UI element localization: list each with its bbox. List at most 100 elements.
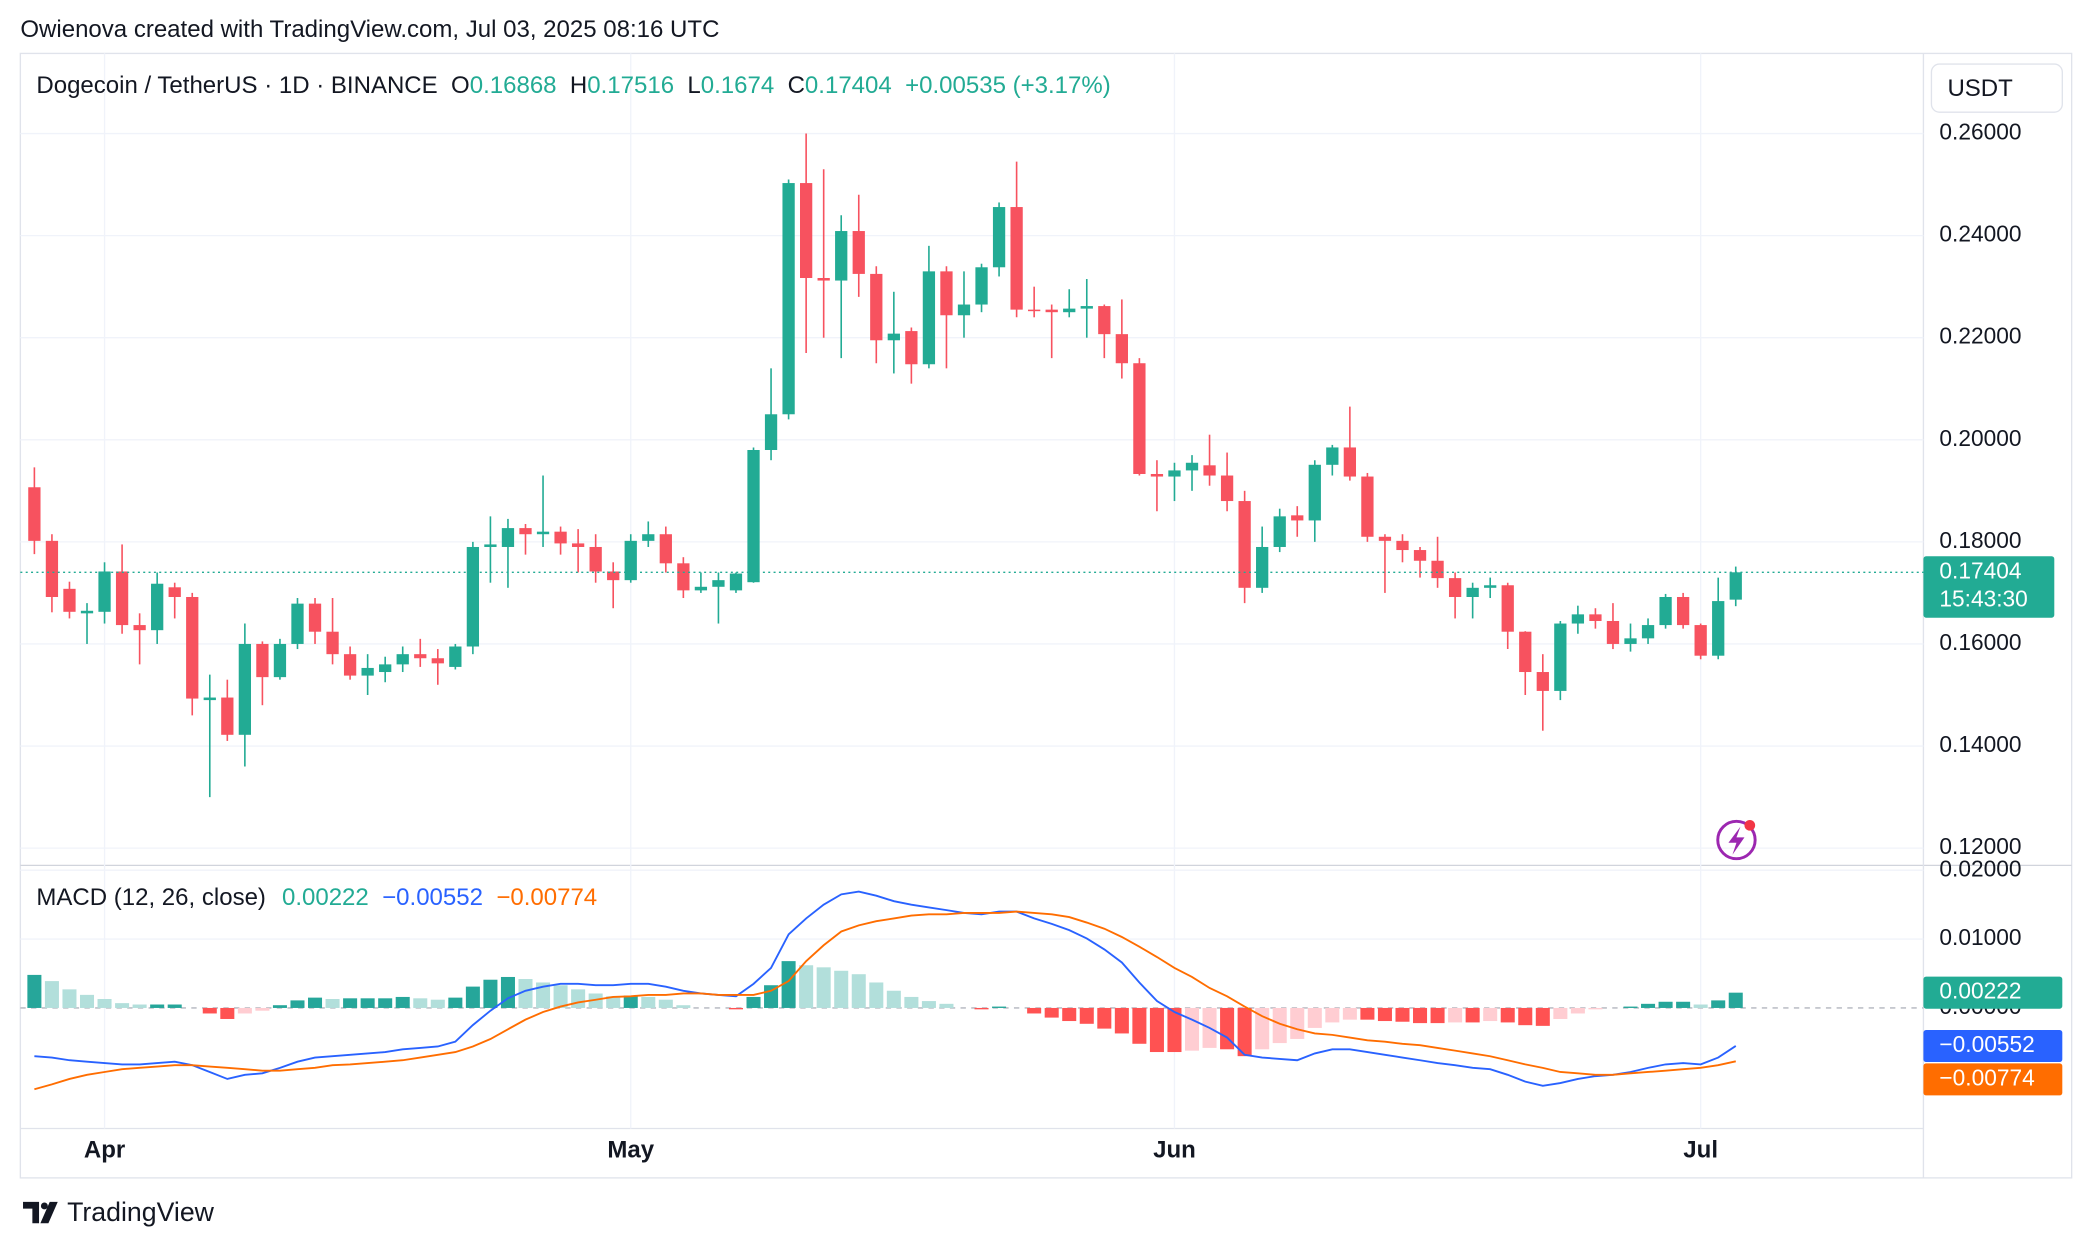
y-tick-label: 0.26000	[1939, 119, 2021, 145]
histogram-bar	[395, 996, 410, 1008]
candle-body	[186, 596, 199, 699]
attribution: Owienova created with TradingView.com, J…	[20, 16, 719, 43]
histogram-bar	[430, 999, 445, 1008]
currency[interactable]: USDT	[1947, 75, 2013, 102]
l-key: L	[687, 72, 700, 99]
histogram-bar	[500, 976, 515, 1008]
alert-icon[interactable]	[1716, 819, 1757, 861]
alert-bolt[interactable]	[1728, 826, 1745, 855]
candle-body	[1536, 672, 1549, 691]
histogram-bar	[728, 1007, 743, 1010]
candle-body	[238, 643, 252, 735]
candle-body	[1273, 516, 1286, 547]
candle-body	[1308, 464, 1321, 521]
candle-body	[133, 625, 146, 631]
candle-body	[571, 543, 585, 547]
candle-body	[1063, 308, 1076, 313]
currency-button[interactable]	[1930, 63, 2063, 113]
value-box	[1923, 976, 2063, 1009]
histogram-bar	[97, 999, 112, 1008]
candle-body	[45, 540, 59, 597]
candle-body	[1659, 596, 1672, 626]
histogram-bar	[816, 967, 831, 1008]
value-box-label: 0.00222	[1939, 978, 2021, 1004]
histogram-bar	[1413, 1007, 1428, 1024]
o-key: O	[451, 72, 470, 99]
histogram-bar	[255, 1007, 270, 1011]
histogram-bar	[939, 1003, 954, 1008]
candle-body	[729, 573, 743, 591]
logo	[23, 1201, 58, 1224]
candle-body	[1413, 550, 1427, 561]
close-value: 0.17404	[805, 72, 892, 99]
histogram-bar	[676, 1005, 691, 1008]
candle-body	[1624, 638, 1637, 644]
x-tick-label: Apr	[84, 1137, 125, 1164]
candle-body	[1220, 475, 1234, 502]
histogram-bar	[325, 999, 340, 1008]
y-tick-label: 0.12000	[1939, 833, 2021, 859]
histogram-bar	[1220, 1007, 1235, 1050]
candle-body	[817, 277, 830, 281]
histogram-bar	[1044, 1007, 1059, 1018]
high-value: 0.17516	[587, 72, 674, 99]
candle-body	[1431, 560, 1444, 579]
y-tick-label: 0.18000	[1939, 527, 2021, 553]
histogram-bar	[1535, 1007, 1550, 1026]
candle-body	[308, 603, 322, 632]
candle-body	[1361, 476, 1374, 537]
histogram-bar	[62, 989, 77, 1008]
candle-body	[905, 331, 918, 365]
candle-body	[1712, 601, 1725, 656]
candle-body	[361, 667, 374, 676]
histogram-bar	[1290, 1007, 1305, 1039]
symbol: Dogecoin / TetherUS · 1D · BINANCE	[36, 72, 437, 99]
histogram-bar	[799, 965, 814, 1008]
candle-body	[519, 528, 532, 535]
candle-body	[677, 563, 690, 591]
histogram-bar	[308, 997, 323, 1008]
change: +0.00535 (+3.17%)	[905, 72, 1111, 99]
candle-body	[870, 273, 883, 341]
candle-body	[1256, 546, 1269, 588]
candle-body	[1571, 614, 1585, 624]
candle-body	[449, 646, 462, 667]
alert-ring[interactable]	[1716, 819, 1757, 861]
histogram-bar	[343, 998, 358, 1008]
x-tick-label: Jul	[1683, 1137, 1718, 1164]
histogram-bar	[1623, 1006, 1638, 1008]
candle-body	[799, 183, 813, 278]
last-price-box	[1923, 556, 2055, 618]
histogram-bar	[1693, 1004, 1708, 1008]
alert-dot[interactable]	[1744, 819, 1756, 831]
macd-line	[34, 890, 1737, 1087]
histogram-bar	[904, 996, 919, 1008]
histogram-bar	[553, 985, 568, 1008]
histogram-bar	[1588, 1007, 1603, 1010]
candle-body	[98, 571, 111, 612]
histogram-bar	[974, 1007, 989, 1010]
y-tick-label: 0.24000	[1939, 221, 2021, 247]
histogram-bar	[1237, 1007, 1252, 1057]
histogram-bar	[1149, 1007, 1164, 1053]
candle-body	[63, 588, 76, 612]
histogram-bar	[360, 998, 375, 1008]
histogram-bar	[658, 999, 673, 1008]
candle-body	[1326, 447, 1339, 465]
candle-body	[1343, 447, 1357, 477]
histogram-bar	[851, 974, 866, 1008]
histogram-bar	[606, 996, 621, 1008]
histogram-bar	[1377, 1007, 1392, 1022]
value-box-label: −0.00774	[1939, 1064, 2034, 1090]
candle-body	[957, 304, 971, 316]
candle-body	[712, 580, 725, 587]
candle-body	[835, 231, 848, 281]
h-key: H	[570, 72, 587, 99]
candle-body	[659, 534, 672, 564]
histogram-bar	[588, 993, 603, 1008]
open-value: 0.16868	[470, 72, 557, 99]
candle-body	[1448, 578, 1462, 597]
y-tick-label: 0.16000	[1939, 629, 2021, 655]
candle-body	[1501, 585, 1514, 632]
